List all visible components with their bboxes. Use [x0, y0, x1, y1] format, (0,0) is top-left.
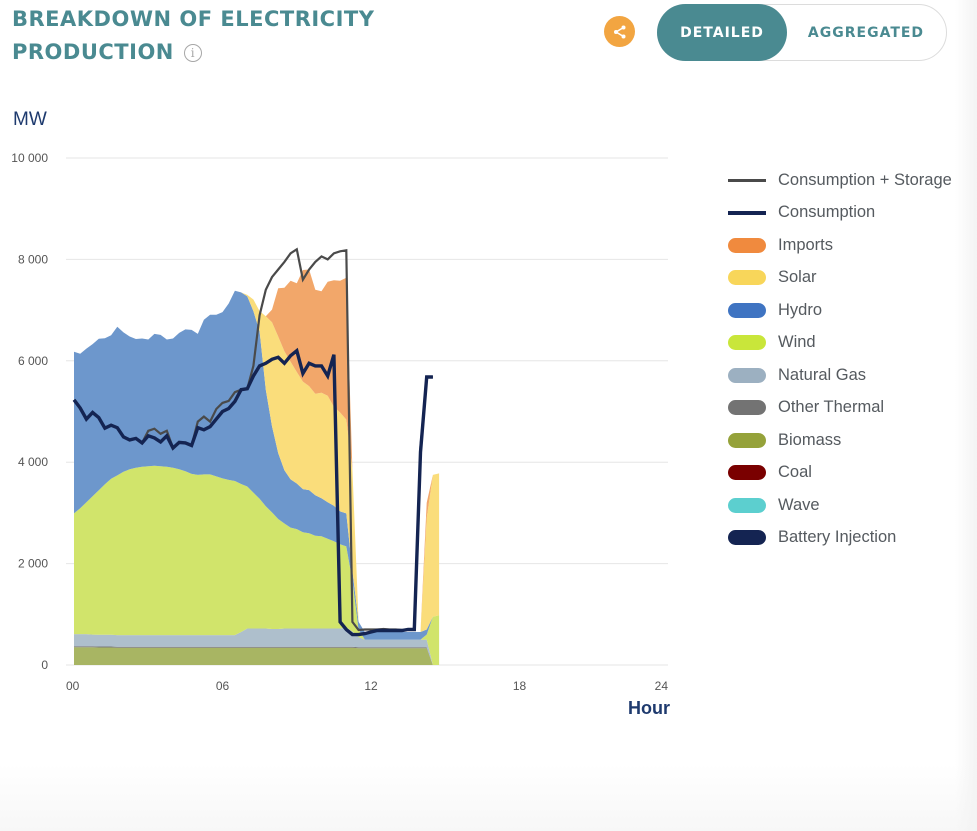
y-tick-labels: 0 2 000 4 000 6 000 8 000 10 000	[11, 151, 48, 672]
area-natural-gas	[74, 627, 440, 665]
legend-item-coal[interactable]: Coal	[728, 457, 952, 490]
y-tick-label: 6 000	[18, 354, 48, 368]
legend-item-imports[interactable]: Imports	[728, 229, 952, 262]
series-lines	[72, 247, 433, 637]
x-tick-labels: 00 06 12 18 24	[66, 679, 668, 693]
legend-label: Consumption	[778, 203, 876, 222]
legend-item-battery-injection[interactable]: Battery Injection	[728, 522, 952, 555]
legend-item-biomass[interactable]: Biomass	[728, 424, 952, 457]
legend-item-consumption[interactable]: Consumption	[728, 197, 952, 230]
legend-label: Biomass	[778, 430, 842, 449]
area-hydro	[74, 290, 440, 640]
legend-label: Hydro	[778, 300, 823, 319]
legend-swatch	[728, 178, 766, 182]
legend-swatch	[728, 530, 766, 546]
area-wind	[74, 465, 440, 665]
legend-label: Battery Injection	[778, 528, 897, 547]
scroll-edge	[955, 0, 977, 831]
legend-swatch	[728, 465, 766, 481]
title-text: BREAKDOWN OF ELECTRICITY PRODUCTION	[12, 7, 375, 64]
legend-swatch	[728, 400, 766, 416]
legend-swatch	[728, 302, 766, 318]
page-title: BREAKDOWN OF ELECTRICITY PRODUCTION i	[12, 3, 432, 69]
legend-label: Imports	[778, 235, 834, 254]
legend-swatch	[728, 210, 766, 215]
legend-label: Wind	[778, 333, 816, 352]
y-tick-label: 10 000	[11, 151, 48, 165]
legend-item-hydro[interactable]: Hydro	[728, 294, 952, 327]
legend: Consumption + Storage Consumption Imports S…	[728, 164, 952, 554]
x-tick-label: 24	[655, 679, 669, 693]
legend-label: Wave	[778, 495, 820, 514]
legend-swatch	[728, 367, 766, 383]
view-toggle: DETAILED AGGREGATED	[657, 4, 947, 61]
legend-swatch	[728, 335, 766, 351]
legend-label: Consumption + Storage	[778, 170, 952, 189]
line-consumption	[72, 347, 433, 637]
share-icon	[613, 25, 625, 38]
x-tick-label: 12	[364, 679, 378, 693]
x-axis-label: Hour	[628, 698, 670, 718]
stacked-areas	[74, 269, 440, 665]
legend-label: Coal	[778, 463, 812, 482]
y-tick-label: 2 000	[18, 557, 48, 571]
y-tick-label: 8 000	[18, 252, 48, 266]
production-chart: 0 2 000 4 000 6 000 8 000 10 000 00 06 12 18 24	[11, 151, 668, 693]
legend-item-wave[interactable]: Wave	[728, 489, 952, 522]
legend-swatch	[728, 270, 766, 286]
y-tick-label: 4 000	[18, 455, 48, 469]
legend-item-consumption-storage[interactable]: Consumption + Storage	[728, 164, 952, 197]
legend-item-wind[interactable]: Wind	[728, 327, 952, 360]
legend-label: Other Thermal	[778, 398, 885, 417]
legend-swatch	[728, 432, 766, 448]
legend-label: Natural Gas	[778, 365, 867, 384]
y-tick-label: 0	[41, 658, 48, 672]
info-icon[interactable]: i	[183, 44, 202, 62]
area-biomass	[74, 647, 440, 665]
y-axis-label: MW	[13, 109, 47, 130]
legend-label: Solar	[778, 268, 817, 287]
legend-item-natural-gas[interactable]: Natural Gas	[728, 359, 952, 392]
x-tick-label: 06	[216, 679, 230, 693]
area-other-thermal	[74, 646, 440, 665]
x-tick-label: 00	[66, 679, 80, 693]
legend-swatch	[728, 237, 766, 253]
share-button[interactable]	[604, 16, 635, 47]
legend-item-other-thermal[interactable]: Other Thermal	[728, 392, 952, 425]
legend-swatch	[728, 497, 766, 513]
toggle-aggregated[interactable]: AGGREGATED	[807, 24, 925, 41]
legend-item-solar[interactable]: Solar	[728, 262, 952, 295]
toggle-detailed[interactable]: DETAILED	[657, 4, 787, 61]
x-tick-label: 18	[513, 679, 527, 693]
